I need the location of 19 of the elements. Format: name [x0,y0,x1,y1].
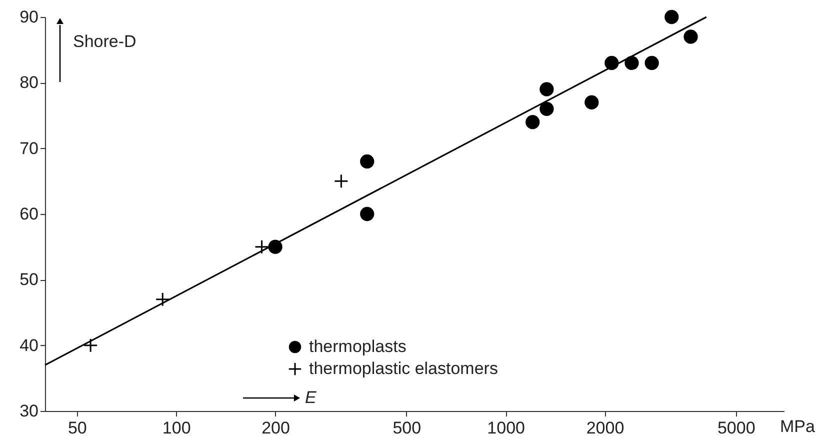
y-tick-label: 70 [20,138,38,158]
text: MPa [780,417,816,436]
y-tick-label: 60 [20,204,38,224]
legend-label: thermoplasts [309,337,406,356]
y-axis-title: Shore-D [73,32,136,51]
y-tick-label: 90 [20,8,38,26]
y-tick-label: 80 [20,73,38,92]
y-tick-label: 40 [20,336,38,355]
x-axis-title: E [305,388,317,407]
y-tick-label: 50 [20,270,38,290]
x-tick-label: 200 [262,418,290,438]
x-tick-label: 500 [392,418,422,438]
x-tick-label: 50 [68,418,87,438]
y-tick-label: 30 [20,402,38,420]
x-tick-label: 2000 [586,418,624,438]
x-tick-label: 5000 [717,418,756,438]
legend-label: thermoplastic elastomers [309,359,498,378]
x-tick-label: 100 [162,418,191,438]
x-tick-label: 1000 [487,418,525,438]
